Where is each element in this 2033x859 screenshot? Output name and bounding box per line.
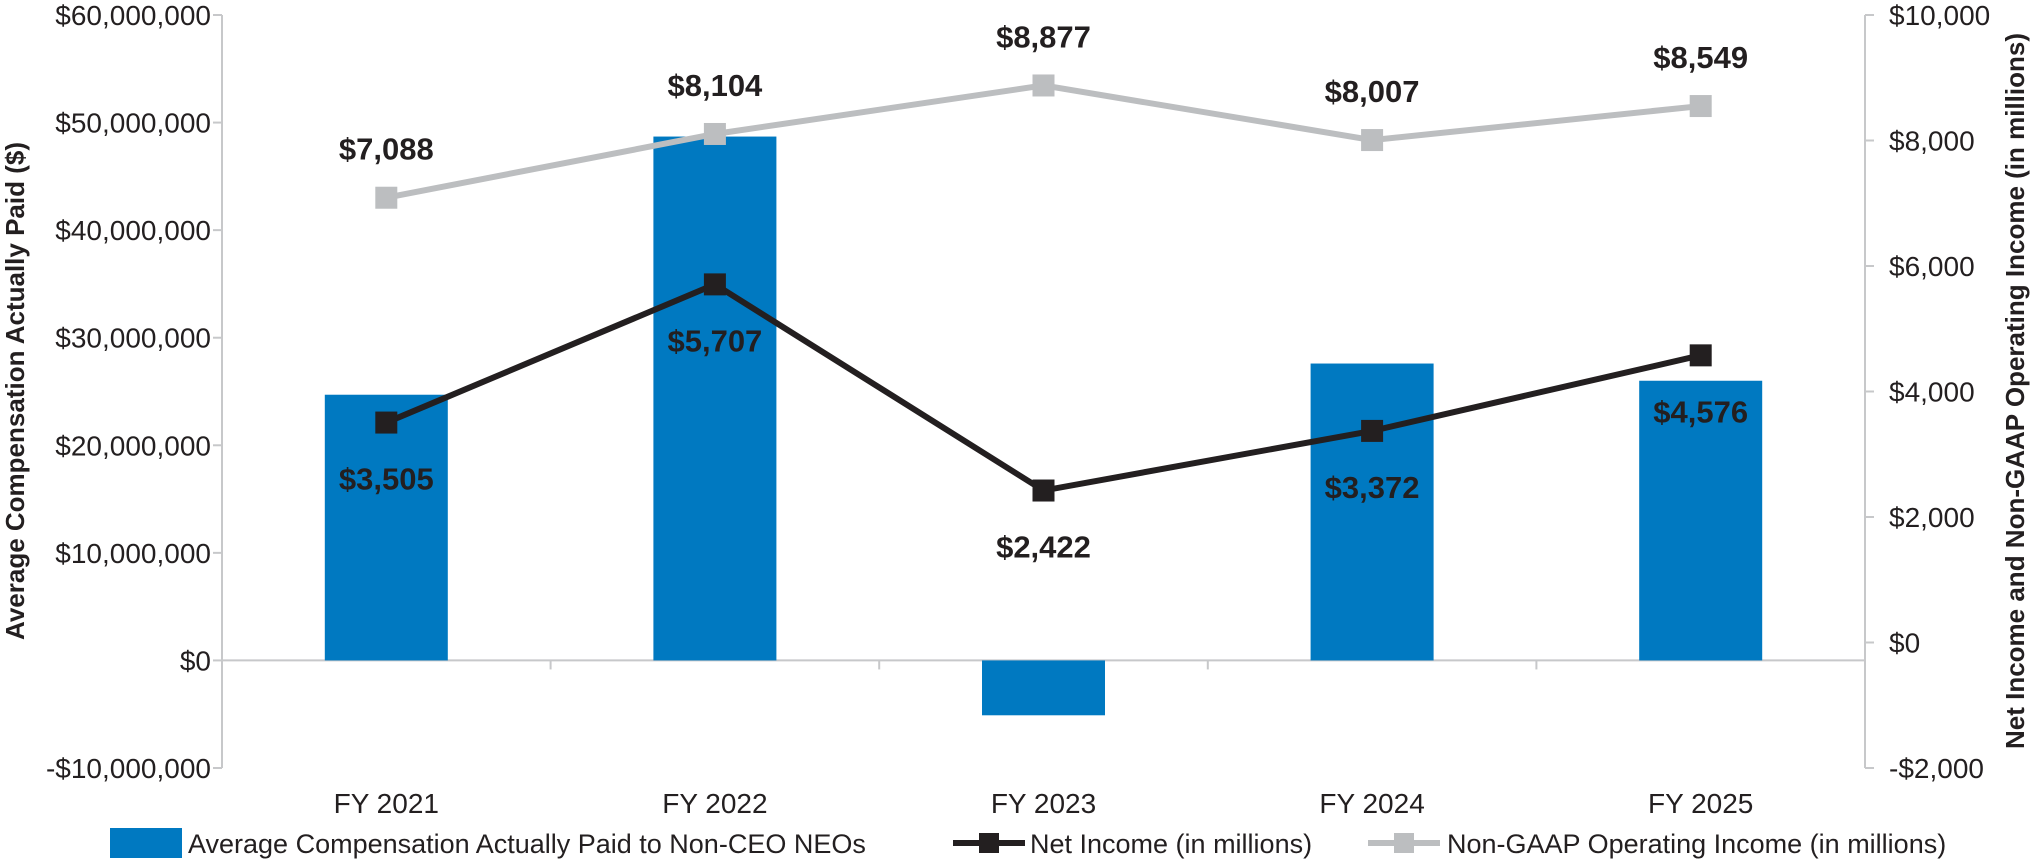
non-gaap-marker (1689, 95, 1712, 118)
non-gaap-data-label: $8,549 (1653, 40, 1748, 75)
non-gaap-data-label: $7,088 (339, 132, 434, 167)
legend-label-non-gaap: Non-GAAP Operating Income (in millions) (1447, 829, 1946, 859)
bar-fy-2021 (324, 394, 448, 661)
right-axis-tick-label: $6,000 (1889, 251, 1975, 282)
left-axis-tick-label: $30,000,000 (55, 323, 211, 354)
left-axis-tick-label: $60,000,000 (55, 0, 211, 31)
non-gaap-marker (1361, 129, 1384, 152)
left-axis-tick-label: $0 (180, 645, 211, 676)
non-gaap-data-label: $8,104 (667, 68, 763, 103)
legend: Average Compensation Actually Paid to No… (110, 828, 1946, 859)
net-income-marker (1032, 479, 1055, 502)
lines (375, 74, 1712, 502)
net-income-marker (703, 273, 726, 296)
bar-fy-2024 (1310, 363, 1434, 661)
x-axis-tick-label: FY 2021 (334, 788, 439, 819)
x-axis-tick-label: FY 2022 (662, 788, 767, 819)
legend-swatch-bar (110, 828, 182, 858)
non-gaap-marker (1032, 74, 1055, 97)
net-income-data-label: $3,505 (339, 462, 434, 497)
bar-fy-2023 (982, 660, 1105, 716)
left-axis-tick-label: $40,000,000 (55, 215, 211, 246)
legend-swatch-net-income-marker (979, 833, 999, 853)
non-gaap-marker (703, 122, 726, 145)
right-axis-tick-label: $10,000 (1889, 0, 1990, 31)
non-gaap-line (385, 82, 1702, 201)
left-axis-tick-label: -$10,000,000 (46, 753, 211, 784)
right-axis-tick-label: $2,000 (1889, 502, 1975, 533)
non-gaap-data-label: $8,877 (996, 19, 1091, 54)
right-axis-tick-label: $4,000 (1889, 377, 1975, 408)
right-axis-tick-label: -$2,000 (1889, 753, 1984, 784)
net-income-data-label: $4,576 (1653, 394, 1748, 429)
legend-label-net-income: Net Income (in millions) (1030, 829, 1312, 859)
right-axis-title: Net Income and Non-GAAP Operating Income… (2000, 33, 2030, 749)
right-axis-tick-label: $8,000 (1889, 126, 1975, 157)
left-axis-tick-label: $10,000,000 (55, 538, 211, 569)
legend-swatch-non-gaap-marker (1394, 833, 1414, 853)
net-income-marker (375, 411, 398, 434)
legend-label-compensation: Average Compensation Actually Paid to No… (188, 829, 866, 859)
right-axis-tick-label: $0 (1889, 628, 1920, 659)
net-income-marker (1689, 344, 1712, 367)
net-income-marker (1361, 419, 1384, 442)
net-income-data-label: $3,372 (1325, 470, 1420, 505)
net-income-data-label: $2,422 (996, 530, 1091, 565)
axes: $60,000,000 $50,000,000 $40,000,000 $30,000… (46, 0, 1990, 819)
net-income-line (385, 281, 1702, 494)
left-axis-title: Average Compensation Actually Paid ($) (0, 142, 30, 640)
x-axis-tick-label: FY 2023 (991, 788, 1096, 819)
non-gaap-marker (375, 186, 398, 209)
x-axis-tick-label: FY 2025 (1648, 788, 1753, 819)
bar-fy-2022 (653, 136, 777, 661)
net-income-data-label: $5,707 (667, 323, 762, 358)
x-axis-tick-label: FY 2024 (1319, 788, 1424, 819)
left-axis-tick-label: $20,000,000 (55, 430, 211, 461)
left-axis-tick-label: $50,000,000 (55, 108, 211, 139)
data-labels: $7,088 $8,104 $8,877 $8,007 $8,549 $3,505 $5,7… (339, 19, 1748, 564)
bars (324, 136, 1763, 716)
non-gaap-data-label: $8,007 (1325, 74, 1420, 109)
bar-fy-2025 (1639, 380, 1763, 661)
